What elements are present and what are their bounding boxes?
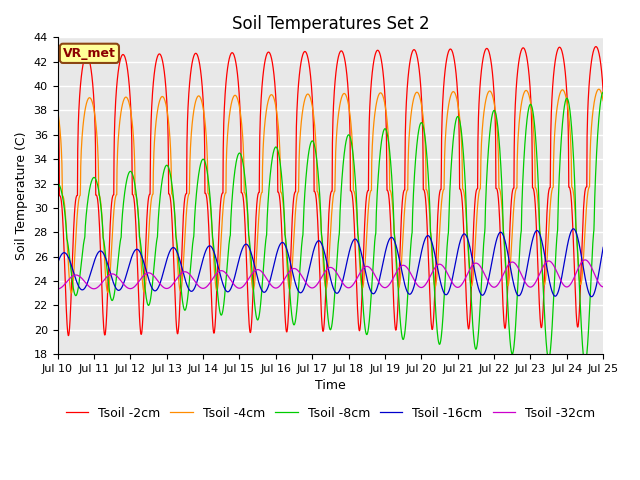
Tsoil -8cm	[483, 166, 491, 172]
Tsoil -2cm	[599, 89, 607, 95]
Tsoil -32cm	[599, 284, 607, 290]
Line: Tsoil -4cm: Tsoil -4cm	[58, 89, 603, 293]
Tsoil -4cm	[484, 91, 492, 97]
Tsoil -8cm	[81, 223, 89, 228]
Tsoil -16cm	[81, 284, 89, 290]
Tsoil -16cm	[588, 294, 595, 300]
Y-axis label: Soil Temperature (C): Soil Temperature (C)	[15, 132, 28, 260]
Tsoil -16cm	[584, 285, 591, 291]
Tsoil -2cm	[65, 333, 72, 338]
Tsoil -4cm	[82, 104, 90, 110]
Line: Tsoil -32cm: Tsoil -32cm	[58, 260, 603, 289]
Tsoil -8cm	[305, 152, 312, 157]
Tsoil -16cm	[305, 270, 312, 276]
Tsoil -2cm	[82, 53, 90, 59]
Tsoil -2cm	[54, 98, 61, 104]
Text: VR_met: VR_met	[63, 47, 116, 60]
Tsoil -8cm	[319, 244, 326, 250]
Tsoil -32cm	[54, 286, 61, 292]
Line: Tsoil -2cm: Tsoil -2cm	[58, 47, 603, 336]
Tsoil -4cm	[319, 259, 327, 265]
Tsoil -32cm	[81, 279, 89, 285]
Tsoil -2cm	[484, 46, 492, 52]
Tsoil -4cm	[599, 98, 607, 104]
Tsoil -4cm	[54, 107, 61, 113]
Tsoil -4cm	[68, 290, 76, 296]
X-axis label: Time: Time	[315, 379, 346, 392]
Tsoil -8cm	[54, 180, 61, 186]
Tsoil -4cm	[584, 191, 591, 197]
Tsoil -2cm	[305, 59, 312, 64]
Tsoil -4cm	[305, 92, 312, 97]
Tsoil -8cm	[599, 89, 607, 95]
Tsoil -32cm	[584, 258, 591, 264]
Tsoil -32cm	[584, 258, 591, 264]
Tsoil -16cm	[54, 261, 61, 266]
Tsoil -2cm	[584, 111, 591, 117]
Tsoil -16cm	[483, 282, 491, 288]
Tsoil -2cm	[319, 328, 327, 334]
Tsoil -32cm	[305, 283, 312, 289]
Tsoil -16cm	[319, 244, 326, 250]
Tsoil -16cm	[584, 286, 591, 292]
Tsoil -4cm	[595, 86, 603, 92]
Tsoil -2cm	[592, 44, 600, 49]
Tsoil -8cm	[584, 341, 591, 347]
Tsoil -8cm	[584, 345, 591, 351]
Legend: Tsoil -2cm, Tsoil -4cm, Tsoil -8cm, Tsoil -16cm, Tsoil -32cm: Tsoil -2cm, Tsoil -4cm, Tsoil -8cm, Tsoi…	[61, 402, 600, 424]
Tsoil -32cm	[483, 276, 491, 282]
Tsoil -32cm	[319, 272, 326, 278]
Line: Tsoil -8cm: Tsoil -8cm	[58, 92, 603, 364]
Title: Soil Temperatures Set 2: Soil Temperatures Set 2	[232, 15, 429, 33]
Tsoil -16cm	[570, 226, 577, 232]
Tsoil -8cm	[581, 361, 589, 367]
Line: Tsoil -16cm: Tsoil -16cm	[58, 229, 603, 297]
Tsoil -16cm	[599, 244, 607, 250]
Tsoil -4cm	[584, 194, 591, 200]
Tsoil -2cm	[584, 120, 591, 126]
Tsoil -32cm	[581, 257, 589, 263]
